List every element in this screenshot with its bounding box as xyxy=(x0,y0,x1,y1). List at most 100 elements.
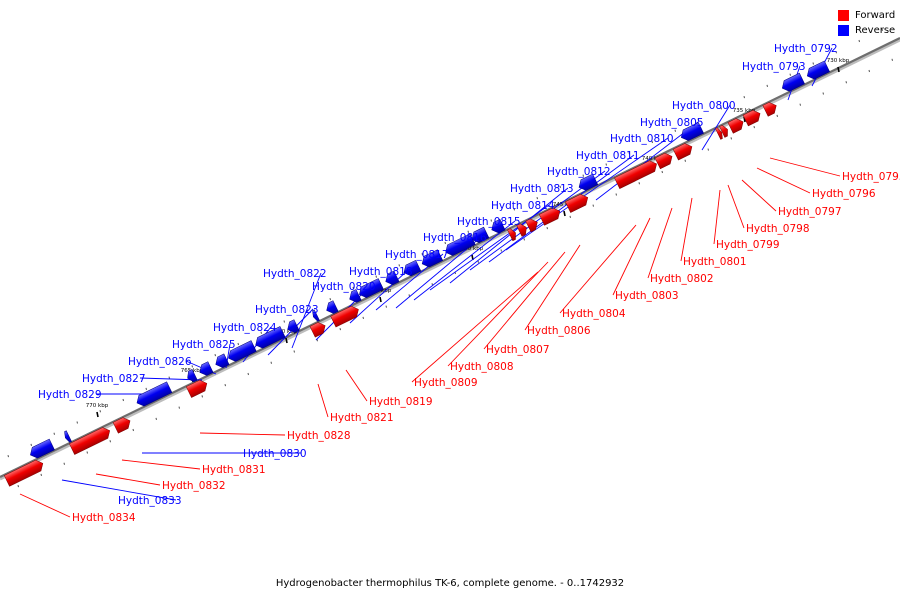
hydth_0814-gene[interactable] xyxy=(401,259,422,278)
hydth_0804-label[interactable]: Hydth_0804 xyxy=(562,308,626,320)
hydth_0814-label[interactable]: Hydth_0814 xyxy=(491,200,555,212)
hydth_0830-gene[interactable] xyxy=(28,438,55,460)
hydth_0805-gene[interactable] xyxy=(576,173,599,193)
hydth_0831-gene[interactable] xyxy=(112,415,133,434)
hydth_0825-gene[interactable] xyxy=(213,353,230,370)
hydth_0818-gene[interactable] xyxy=(324,300,339,316)
hydth_0793-gene[interactable] xyxy=(780,72,805,93)
hydth_0831-label[interactable]: Hydth_0831 xyxy=(202,464,266,476)
minor-tick xyxy=(362,316,364,319)
hydth_0807-gene[interactable] xyxy=(525,217,540,233)
hydth_0827-label[interactable]: Hydth_0827 xyxy=(82,373,146,385)
hydth_0809-gene[interactable] xyxy=(507,227,519,242)
hydth_0820-label[interactable]: Hydth_0820 xyxy=(312,281,376,293)
hydth_0797-leader xyxy=(741,179,777,212)
scale-tick xyxy=(96,411,99,418)
hydth_0816-label[interactable]: Hydth_0816 xyxy=(423,232,487,244)
hydth_0822-label[interactable]: Hydth_0822 xyxy=(263,268,327,280)
minor-tick xyxy=(720,107,722,110)
hydth_0810-gene[interactable] xyxy=(489,218,506,235)
hydth_0833-gene[interactable] xyxy=(63,430,72,444)
hydth_0798-gene[interactable] xyxy=(719,124,731,138)
hydth_0828-gene[interactable] xyxy=(185,378,209,398)
hydth_0823-label[interactable]: Hydth_0823 xyxy=(255,304,319,316)
hydth_0801-label[interactable]: Hydth_0801 xyxy=(683,256,747,268)
hydth_0833-label[interactable]: Hydth_0833 xyxy=(118,495,182,507)
minor-tick xyxy=(191,365,193,368)
hydth_0811-label[interactable]: Hydth_0811 xyxy=(576,150,640,162)
hydth_0795-gene[interactable] xyxy=(762,100,779,117)
hydth_0817-label[interactable]: Hydth_0817 xyxy=(385,249,449,261)
hydth_0807-leader xyxy=(483,251,566,350)
hydth_0808-label[interactable]: Hydth_0808 xyxy=(450,361,514,373)
hydth_0797-label[interactable]: Hydth_0797 xyxy=(778,206,842,218)
hydth_0823-gene[interactable] xyxy=(253,326,286,351)
hydth_0813-gene[interactable] xyxy=(420,249,444,270)
minor-tick xyxy=(329,297,331,301)
minor-tick xyxy=(237,342,239,346)
hydth_0822-gene[interactable] xyxy=(285,319,300,335)
hydth_0824-label[interactable]: Hydth_0824 xyxy=(213,322,277,334)
hydth_0834-label[interactable]: Hydth_0834 xyxy=(72,512,136,524)
hydth_0816-gene[interactable] xyxy=(357,278,384,300)
hydth_0834-gene[interactable] xyxy=(3,458,45,487)
hydth_0832-gene[interactable] xyxy=(69,425,112,455)
hydth_0802-label[interactable]: Hydth_0802 xyxy=(650,273,714,285)
hydth_0828-label[interactable]: Hydth_0828 xyxy=(287,430,351,442)
hydth_0815-label[interactable]: Hydth_0815 xyxy=(457,216,521,228)
hydth_0813-label[interactable]: Hydth_0813 xyxy=(510,183,574,195)
hydth_0815-gene[interactable] xyxy=(383,270,400,287)
minor-tick xyxy=(789,73,791,76)
hydth_0833-leader xyxy=(61,479,177,501)
hydth_0799-label[interactable]: Hydth_0799 xyxy=(716,239,780,251)
hydth_0793-label[interactable]: Hydth_0793 xyxy=(742,61,806,73)
hydth_0826-gene[interactable] xyxy=(197,361,214,378)
hydth_0819-gene[interactable] xyxy=(330,304,361,328)
hydth_0799-gene[interactable] xyxy=(715,127,724,140)
hydth_0805-label[interactable]: Hydth_0805 xyxy=(640,117,704,129)
hydth_0830-label[interactable]: Hydth_0830 xyxy=(243,448,307,460)
hydth_0796-gene[interactable] xyxy=(742,108,763,127)
hydth_0792-label[interactable]: Hydth_0792 xyxy=(774,43,838,55)
hydth_0829-gene[interactable] xyxy=(134,381,173,409)
minor-tick xyxy=(145,387,147,390)
hydth_0798-label[interactable]: Hydth_0798 xyxy=(746,223,810,235)
hydth_0829-label[interactable]: Hydth_0829 xyxy=(38,389,102,401)
hydth_0825-label[interactable]: Hydth_0825 xyxy=(172,339,236,351)
hydth_0827-gene[interactable] xyxy=(185,369,198,383)
hydth_0810-label[interactable]: Hydth_0810 xyxy=(610,133,674,145)
hydth_0812-gene[interactable] xyxy=(443,233,476,258)
hydth_0817-gene[interactable] xyxy=(347,289,362,304)
hydth_0806-gene[interactable] xyxy=(538,206,562,226)
hydth_0803-label[interactable]: Hydth_0803 xyxy=(615,290,679,302)
hydth_0800-gene[interactable] xyxy=(679,122,704,142)
hydth_0803-gene[interactable] xyxy=(614,159,659,189)
minor-tick xyxy=(477,260,479,263)
minor-tick xyxy=(730,137,732,140)
minor-tick xyxy=(155,417,157,420)
hydth_0821-label[interactable]: Hydth_0821 xyxy=(330,412,394,424)
hydth_0809-label[interactable]: Hydth_0809 xyxy=(414,377,478,389)
minor-tick xyxy=(122,398,124,402)
hydth_0802-gene[interactable] xyxy=(654,151,675,170)
hydth_0806-label[interactable]: Hydth_0806 xyxy=(527,325,591,337)
genome-backbone xyxy=(0,36,900,478)
hydth_0820-gene[interactable] xyxy=(311,309,320,323)
hydth_0800-label[interactable]: Hydth_0800 xyxy=(672,100,736,112)
hydth_0821-leader xyxy=(317,383,329,418)
hydth_0818-label[interactable]: Hydth_0818 xyxy=(349,266,413,278)
hydth_0819-label[interactable]: Hydth_0819 xyxy=(369,396,433,408)
hydth_0812-label[interactable]: Hydth_0812 xyxy=(547,166,611,178)
hydth_0807-label[interactable]: Hydth_0807 xyxy=(486,344,550,356)
hydth_0832-label[interactable]: Hydth_0832 xyxy=(162,480,226,492)
hydth_0826-label[interactable]: Hydth_0826 xyxy=(128,356,192,368)
hydth_0801-gene[interactable] xyxy=(672,141,694,161)
hydth_0821-gene[interactable] xyxy=(309,320,328,338)
hydth_0795-label[interactable]: Hydth_0795 xyxy=(842,171,900,183)
hydth_0792-gene[interactable] xyxy=(805,60,830,81)
hydth_0824-gene[interactable] xyxy=(226,340,257,364)
hydth_0804-gene[interactable] xyxy=(565,192,590,213)
hydth_0796-label[interactable]: Hydth_0796 xyxy=(812,188,876,200)
hydth_0808-gene[interactable] xyxy=(516,222,529,237)
hydth_0797-gene[interactable] xyxy=(727,116,746,134)
